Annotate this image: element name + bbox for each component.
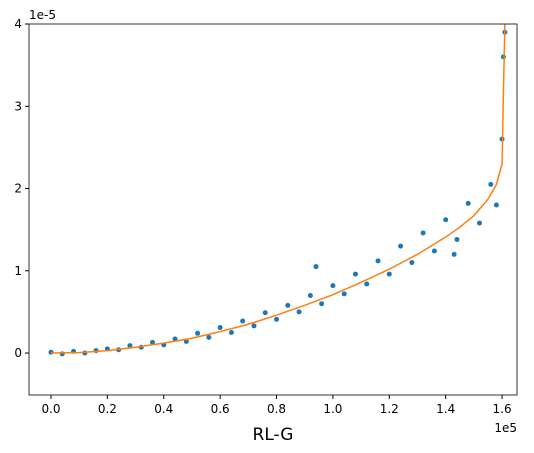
scatter-point xyxy=(262,310,268,316)
scatter-point xyxy=(398,243,404,249)
y-tick-label: 3 xyxy=(14,99,22,113)
x-tick-label: 1.0 xyxy=(323,402,342,416)
scatter-point xyxy=(228,329,234,335)
scatter-point xyxy=(240,318,246,324)
scatter-point xyxy=(488,181,494,187)
scatter-point xyxy=(217,325,223,331)
x-tick-label: 1.4 xyxy=(436,402,455,416)
x-tick-label: 0.8 xyxy=(267,402,286,416)
scatter-point xyxy=(352,271,358,277)
y-offset-label: 1e-5 xyxy=(29,8,56,22)
y-tick-label: 0 xyxy=(14,346,22,360)
x-tick-label: 0.2 xyxy=(98,402,117,416)
plot-frame xyxy=(28,23,518,396)
scatter-point xyxy=(443,217,449,223)
y-tick-label: 2 xyxy=(14,182,22,196)
x-tick-label: 1.6 xyxy=(493,402,512,416)
scatter-point xyxy=(431,248,437,254)
scatter-point xyxy=(195,330,201,336)
scatter-point xyxy=(251,323,257,329)
scatter-point xyxy=(386,271,392,277)
scatter-point xyxy=(409,260,415,266)
scatter-point xyxy=(330,283,336,289)
scatter-point xyxy=(364,281,370,287)
scatter-point xyxy=(149,339,155,345)
scatter-point xyxy=(493,202,499,208)
y-tick-label: 4 xyxy=(14,17,22,31)
scatter-point xyxy=(375,258,381,264)
x-offset-label: 1e5 xyxy=(494,421,517,435)
scatter-point xyxy=(285,302,291,308)
scatter-point xyxy=(274,316,280,322)
scatter-point xyxy=(48,349,54,355)
scatter-point xyxy=(451,251,457,257)
scatter-point xyxy=(183,339,189,345)
y-tick-label: 1 xyxy=(14,264,22,278)
x-tick-label: 0.4 xyxy=(154,402,173,416)
scatter-point xyxy=(454,237,460,243)
scatter-point xyxy=(319,301,325,307)
fit-line xyxy=(50,24,506,354)
x-tick-label: 0.0 xyxy=(41,402,60,416)
scatter-point xyxy=(296,309,302,315)
scatter-point xyxy=(313,264,319,270)
scatter-point xyxy=(477,220,483,226)
scatter-point xyxy=(127,343,133,349)
scatter-point xyxy=(341,291,347,297)
scatter-point xyxy=(465,200,471,206)
scatter-point xyxy=(307,292,313,298)
scatter-point xyxy=(206,334,212,340)
x-tick-label: 0.6 xyxy=(211,402,230,416)
x-axis-label: RL-G xyxy=(253,425,294,445)
x-tick-label: 1.2 xyxy=(380,402,399,416)
scatter-point xyxy=(420,230,426,236)
